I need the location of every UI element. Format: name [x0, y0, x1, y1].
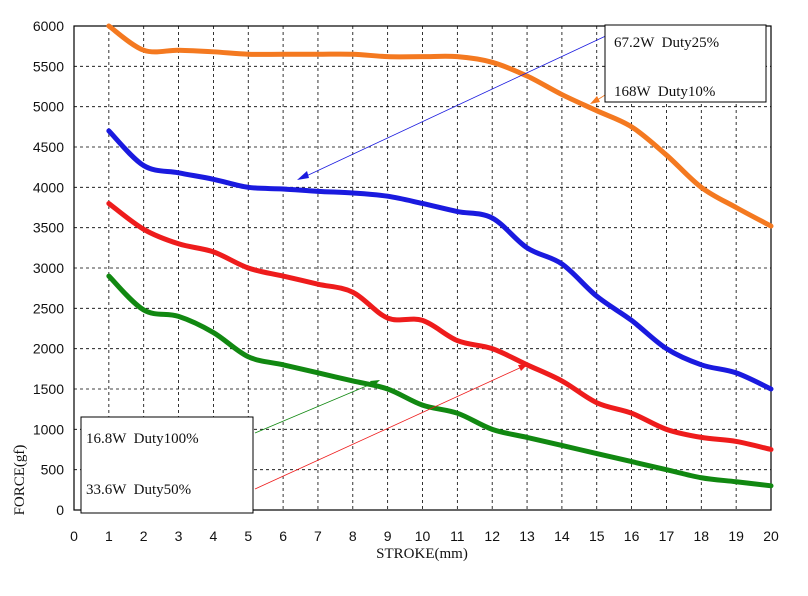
leader-arrow-67w: [297, 171, 309, 180]
x-tick-label: 4: [210, 528, 218, 544]
series-line-4: [106, 273, 774, 489]
x-tick-label: 12: [484, 528, 500, 544]
x-tick-label: 17: [659, 528, 675, 544]
x-tick-label: 18: [694, 528, 710, 544]
y-tick-label: 4000: [33, 179, 64, 195]
legend-label-67w: 67.2W Duty25%: [614, 35, 719, 51]
x-tick-label: 9: [384, 528, 392, 544]
y-tick-label: 3500: [33, 220, 64, 236]
x-tick-label: 3: [175, 528, 183, 544]
legend-label-16w: 16.8W Duty100%: [86, 431, 199, 447]
series-lines: [106, 23, 774, 489]
leader-line-67w: [301, 33, 611, 179]
x-tick-label: 13: [519, 528, 535, 544]
leader-arrow-168w: [590, 96, 600, 104]
y-tick-label: 5500: [33, 58, 64, 74]
x-tick-label: 0: [70, 528, 78, 544]
x-axis-title: STROKE(mm): [376, 546, 468, 562]
y-tick-label: 1000: [33, 421, 64, 437]
y-tick-label: 4500: [33, 139, 64, 155]
x-tick-label: 11: [450, 528, 465, 544]
legend-label-33w: 33.6W Duty50%: [86, 482, 191, 498]
y-tick-label: 3000: [33, 260, 64, 276]
x-tick-label: 19: [728, 528, 744, 544]
y-tick-label: 1500: [33, 381, 64, 397]
x-tick-label: 20: [763, 528, 779, 544]
x-tick-label: 8: [349, 528, 357, 544]
plot-area-border: [73, 25, 772, 511]
legend-box-bottom-left: [80, 416, 254, 514]
series-line-3: [106, 200, 774, 452]
leader-line-33w: [254, 365, 525, 490]
x-tick-label: 1: [105, 528, 113, 544]
legend-box-top-right: [604, 24, 767, 103]
x-tick-label: 15: [589, 528, 605, 544]
x-tick-label: 16: [624, 528, 640, 544]
x-tick-label: 2: [140, 528, 148, 544]
y-tick-label: 5000: [33, 99, 64, 115]
y-axis-ticks: 0 500 1000 1500 2000 2500 3000 3500 4000 4500 5000…: [33, 18, 64, 518]
x-tick-label: 14: [554, 528, 570, 544]
y-tick-label: 2500: [33, 300, 64, 316]
legend-label-168w: 168W Duty10%: [614, 84, 715, 100]
y-tick-label: 6000: [33, 18, 64, 34]
x-axis-ticks: 0 1 2 3 4 5 6 7 8 9 10 11 12 13 14 15 16 17 18 19 20: [70, 528, 779, 544]
y-tick-label: 500: [41, 462, 65, 478]
leader-arrow-16w: [370, 380, 380, 387]
x-tick-label: 10: [415, 528, 431, 544]
x-tick-label: 6: [279, 528, 287, 544]
leader-arrow-33w: [518, 364, 528, 371]
x-tick-label: 7: [314, 528, 322, 544]
series-line-1: [106, 23, 774, 229]
x-tick-label: 5: [244, 528, 252, 544]
y-tick-label: 2000: [33, 341, 64, 357]
y-tick-label: 0: [56, 502, 64, 518]
y-axis-title: FORCE(gf): [12, 445, 28, 516]
series-line-2: [106, 128, 774, 392]
leader-line-16w: [254, 381, 377, 434]
